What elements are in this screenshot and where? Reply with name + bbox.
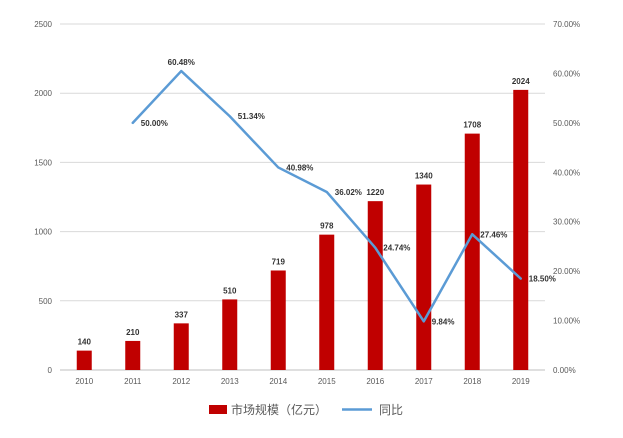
line-path	[131, 69, 522, 323]
bar	[270, 270, 286, 370]
bar	[513, 89, 529, 370]
y-right-tick-label: 20.00%	[553, 267, 580, 276]
bar	[319, 234, 335, 370]
line-point-label: 36.02%	[335, 188, 362, 197]
legend-label-line: 同比	[379, 403, 403, 417]
y-right-tick-label: 30.00%	[553, 218, 580, 227]
y-left-tick-label: 1000	[34, 228, 52, 237]
bar-value-label: 1708	[463, 121, 481, 130]
bar-value-label: 510	[223, 286, 237, 295]
y-right-tick-label: 50.00%	[553, 119, 580, 128]
line-point-label: 9.84%	[432, 317, 455, 326]
x-tick-label: 2015	[318, 377, 336, 386]
bar-value-label: 719	[272, 257, 286, 266]
x-axis: 2010 2011 2012 2013 2014 2015 2016 2017 2018 2019	[75, 377, 530, 386]
bar	[125, 340, 141, 370]
gridlines	[60, 23, 545, 371]
bar-value-label: 210	[126, 328, 140, 337]
y-right-tick-label: 60.00%	[553, 69, 580, 78]
line-series	[131, 69, 522, 323]
line-point-label: 40.98%	[286, 163, 313, 172]
x-tick-label: 2019	[512, 377, 530, 386]
line-point-label: 24.74%	[383, 244, 410, 253]
x-tick-label: 2012	[172, 377, 190, 386]
line-point-label: 27.46%	[480, 230, 507, 239]
line-point-label: 60.48%	[168, 58, 195, 67]
bar	[464, 133, 480, 370]
x-tick-label: 2016	[366, 377, 384, 386]
x-tick-label: 2013	[221, 377, 239, 386]
bar	[222, 299, 238, 370]
y-left-tick-label: 0	[48, 366, 53, 375]
x-tick-label: 2018	[463, 377, 481, 386]
bar	[367, 201, 383, 370]
bar-value-label: 140	[78, 338, 92, 347]
bar-value-label: 1340	[415, 172, 433, 181]
legend: 市场规模（亿元） 同比	[209, 402, 403, 417]
left-axis: 0 500 1000 1500 2000 2500	[34, 20, 52, 375]
line-point-label: 51.34%	[238, 112, 265, 121]
y-right-tick-label: 10.00%	[553, 317, 580, 326]
x-tick-label: 2011	[124, 377, 142, 386]
bar-value-label: 978	[320, 222, 334, 231]
bar	[76, 350, 92, 370]
bar-value-label: 2024	[512, 77, 530, 86]
legend-swatch-bar	[209, 405, 227, 414]
y-right-tick-label: 0.00%	[553, 366, 576, 375]
legend-label-bar: 市场规模（亿元）	[231, 402, 327, 417]
y-right-tick-label: 70.00%	[553, 20, 580, 29]
bar	[173, 323, 189, 370]
y-left-tick-label: 500	[39, 297, 53, 306]
line-point-label: 18.50%	[529, 275, 556, 284]
data-labels: 140 210 337 510 719 978 1220 1340 1708 2024 50.00%…	[78, 58, 556, 347]
y-right-tick-label: 40.00%	[553, 168, 580, 177]
y-left-tick-label: 1500	[34, 158, 52, 167]
bar	[416, 184, 432, 370]
x-tick-label: 2017	[415, 377, 433, 386]
y-left-tick-label: 2000	[34, 89, 52, 98]
x-tick-label: 2014	[269, 377, 287, 386]
right-axis: 0.00% 10.00% 20.00% 30.00% 40.00% 50.00% 60.00…	[553, 20, 580, 375]
x-tick-label: 2010	[75, 377, 93, 386]
line-point-label: 50.00%	[141, 119, 168, 128]
bar-series	[76, 89, 529, 370]
y-left-tick-label: 2500	[34, 20, 52, 29]
bar-value-label: 337	[175, 310, 189, 319]
bar-value-label: 1220	[366, 188, 384, 197]
